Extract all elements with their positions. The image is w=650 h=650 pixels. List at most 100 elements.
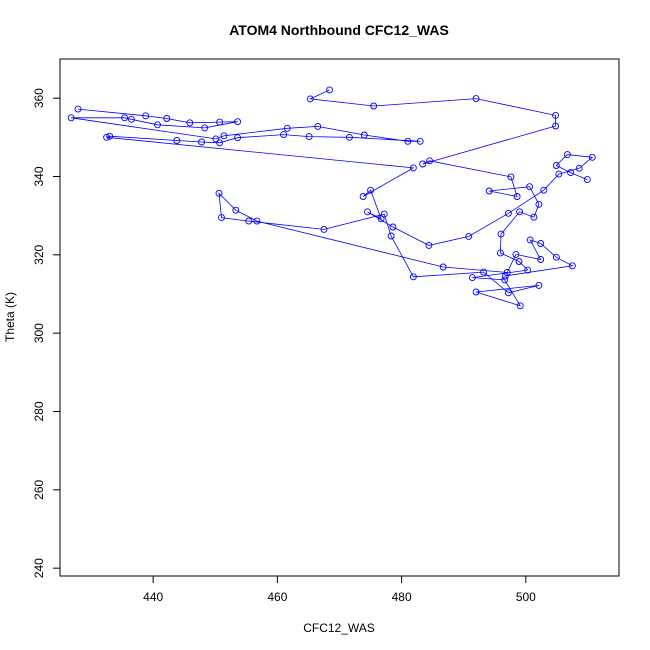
- y-axis-label: Theta (K): [3, 292, 17, 342]
- data-point: [326, 86, 334, 94]
- data-point: [501, 272, 509, 280]
- data-point: [232, 206, 240, 214]
- data-point: [568, 262, 576, 270]
- data-point: [409, 273, 417, 281]
- data-point: [387, 232, 395, 240]
- data-point: [588, 153, 596, 161]
- data-point: [530, 213, 538, 221]
- data-point: [497, 230, 505, 238]
- data-point: [198, 138, 206, 146]
- data-point: [552, 111, 560, 119]
- data-point: [524, 266, 532, 274]
- y-tick-label: 360: [32, 88, 46, 108]
- data-point: [360, 131, 368, 139]
- data-point: [512, 250, 520, 258]
- data-point: [154, 121, 161, 129]
- data-point: [575, 164, 583, 172]
- data-point: [280, 131, 288, 139]
- data-point: [504, 209, 512, 217]
- data-point: [218, 214, 225, 222]
- data-point: [234, 118, 242, 126]
- data-point: [306, 95, 314, 103]
- data-point: [537, 256, 545, 263]
- y-tick-label: 280: [32, 401, 46, 421]
- data-point: [215, 189, 223, 197]
- series-line: [71, 108, 594, 246]
- data-point: [253, 217, 261, 225]
- data-point: [465, 232, 473, 240]
- data-point: [540, 186, 548, 194]
- data-point: [563, 151, 571, 159]
- data-point: [103, 133, 111, 141]
- data-point: [552, 253, 560, 261]
- data-point: [359, 193, 367, 200]
- data-point: [367, 186, 375, 194]
- data-point: [283, 124, 291, 132]
- data-point: [404, 137, 412, 145]
- y-tick-label: 340: [32, 166, 46, 186]
- series-line: [218, 89, 574, 307]
- y-tick-label: 240: [32, 558, 46, 578]
- x-tick-label: 460: [267, 590, 287, 604]
- data-point: [567, 169, 575, 177]
- data-point: [67, 114, 75, 122]
- data-point: [380, 210, 388, 218]
- data-point: [526, 236, 534, 244]
- data-point: [364, 208, 371, 216]
- data-point: [216, 118, 224, 126]
- y-axis: 240 260 280 300 320 340 360: [32, 88, 60, 578]
- data-point: [472, 288, 480, 296]
- data-point: [370, 102, 378, 110]
- data-point: [173, 137, 181, 144]
- chart-title: ATOM4 Northbound CFC12_WAS: [229, 22, 449, 38]
- data-point: [439, 263, 447, 271]
- data-point: [583, 176, 591, 184]
- data-point: [468, 274, 476, 282]
- data-point: [537, 240, 545, 247]
- x-tick-label: 440: [143, 590, 163, 604]
- data-point: [320, 225, 328, 233]
- data-point: [504, 289, 512, 297]
- plot-frame: [59, 58, 620, 577]
- data-point: [515, 258, 523, 265]
- y-tick-label: 300: [32, 323, 46, 343]
- data-point: [377, 215, 385, 223]
- x-tick-label: 480: [392, 590, 412, 604]
- data-point: [74, 105, 82, 113]
- data-point: [535, 200, 543, 208]
- y-tick-label: 260: [32, 480, 46, 500]
- data-point: [513, 193, 521, 200]
- data-point: [552, 162, 560, 169]
- x-axis-label: CFC12_WAS: [303, 621, 375, 635]
- data-point: [425, 241, 433, 249]
- data-point: [496, 249, 504, 257]
- data-point: [216, 139, 224, 147]
- data-point: [503, 269, 511, 276]
- data-point: [389, 223, 397, 231]
- data-point: [485, 187, 493, 195]
- data-point: [245, 217, 253, 225]
- x-axis: 440 460 480 500: [143, 576, 536, 604]
- data-point: [501, 276, 509, 284]
- data-point: [416, 137, 424, 145]
- data-point: [516, 302, 524, 310]
- y-tick-label: 320: [32, 245, 46, 265]
- data-point: [305, 133, 313, 141]
- data-point: [480, 268, 488, 276]
- data-point: [426, 157, 434, 165]
- data-point: [552, 122, 560, 130]
- data-point: [345, 133, 353, 141]
- data-point: [127, 115, 135, 123]
- data-point: [163, 115, 171, 122]
- data-point: [121, 114, 129, 122]
- data-point: [472, 95, 480, 103]
- x-tick-label: 500: [516, 590, 536, 604]
- data-point: [212, 135, 220, 143]
- data-point: [220, 132, 228, 140]
- data-point: [234, 134, 242, 142]
- data-point: [201, 124, 209, 132]
- data-point: [419, 160, 427, 168]
- data-point: [142, 112, 150, 120]
- data-point: [516, 208, 524, 216]
